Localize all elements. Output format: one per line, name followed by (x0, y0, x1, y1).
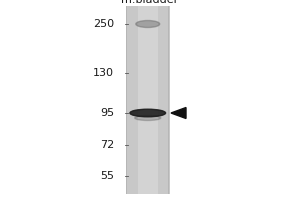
Text: 55: 55 (100, 171, 114, 181)
Text: 72: 72 (100, 140, 114, 150)
Bar (168, 6, 169, 194)
Text: 250: 250 (93, 19, 114, 29)
Bar (126, 6, 170, 194)
Text: m.bladder: m.bladder (122, 0, 178, 5)
Polygon shape (171, 108, 186, 118)
Text: 95: 95 (100, 108, 114, 118)
Ellipse shape (136, 21, 160, 27)
Ellipse shape (130, 109, 166, 117)
Text: 130: 130 (93, 68, 114, 78)
Bar (138, 6, 158, 194)
Bar (126, 6, 127, 194)
Ellipse shape (135, 116, 161, 120)
